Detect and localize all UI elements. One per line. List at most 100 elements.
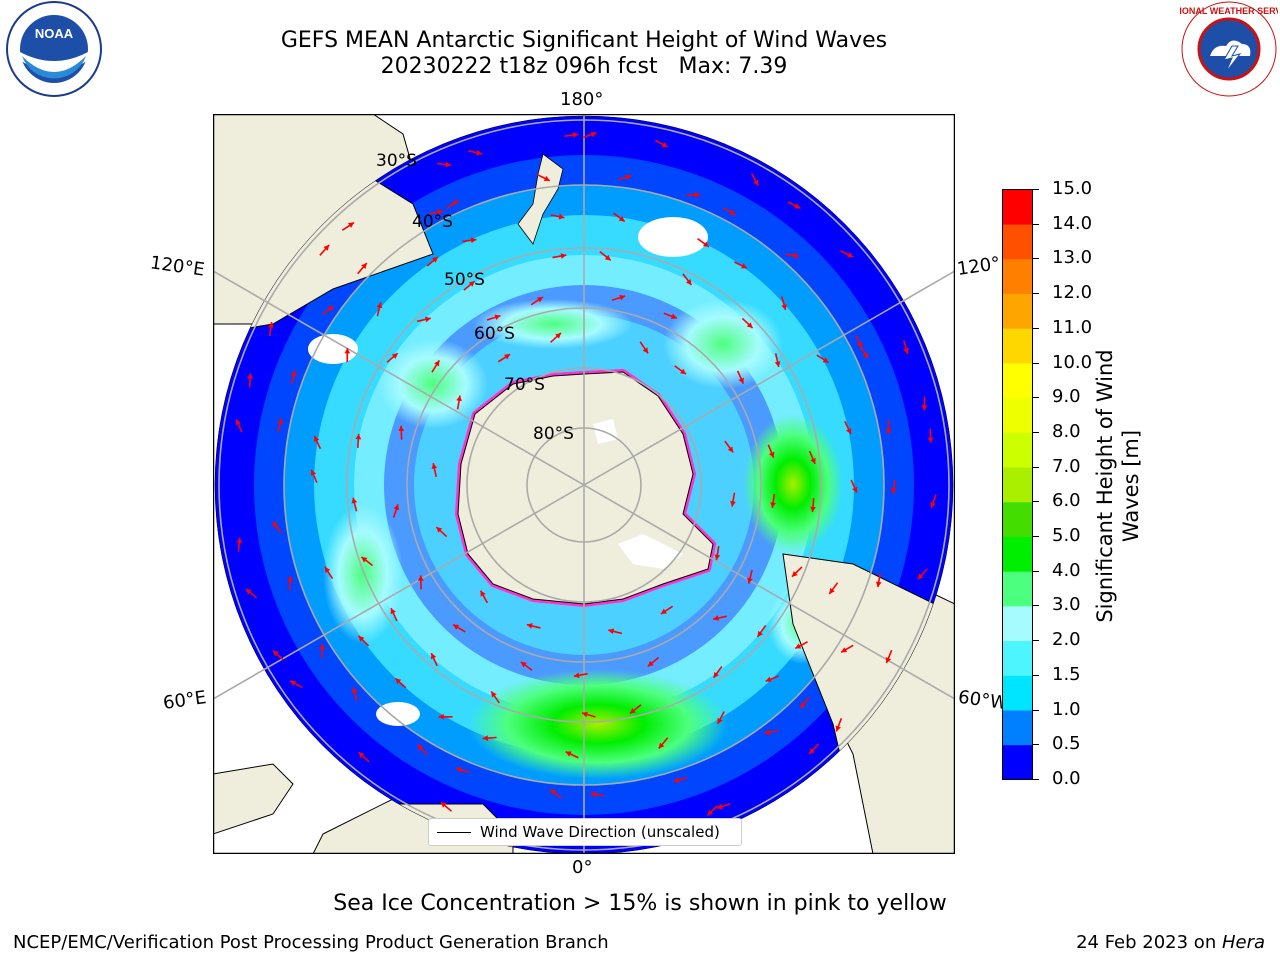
wave-arrow-head — [794, 203, 801, 209]
wave-arrow-head — [324, 566, 331, 573]
footer-date-text: 24 Feb 2023 on — [1076, 932, 1222, 953]
colorbar — [1002, 189, 1033, 780]
wave-arrow-head — [434, 360, 440, 367]
wave-arrow-head — [431, 463, 438, 469]
wave-arrow-head — [765, 676, 772, 682]
wave-arrow-head — [792, 570, 798, 577]
sea-ice-caption: Sea Ice Concentration > 15% is shown in … — [333, 891, 947, 916]
wave-arrow-head — [504, 354, 511, 360]
wave-arrow-head — [903, 348, 909, 354]
colorbar-segment — [1002, 605, 1033, 642]
colorbar-tick-mark — [1033, 779, 1039, 780]
wave-arrow-head — [841, 647, 848, 653]
wave-arrow-head — [658, 742, 665, 749]
wave-arrow-head — [917, 573, 924, 580]
wave-arrow-head — [558, 213, 565, 220]
colorbar-tick-label: 4.0 — [1052, 559, 1081, 581]
wave-arrow-head — [618, 216, 625, 222]
wave-arrow-head — [236, 537, 243, 544]
wave-arrow-head — [440, 802, 447, 808]
wave-arrow-head — [694, 191, 701, 198]
wave-arrow-head — [390, 608, 396, 615]
wave-arrow-head — [729, 209, 736, 215]
chart-title-line2: 20230222 t18z 096h fcst Max: 7.39 — [380, 54, 788, 79]
wave-arrow-head — [629, 707, 636, 714]
wave-arrow-head — [604, 254, 611, 261]
wave-arrow-head — [436, 527, 443, 533]
colorbar-segment — [1002, 571, 1033, 607]
wave-arrow-head — [437, 209, 444, 215]
wave-arrow-head — [361, 556, 368, 563]
colorbar-tick-mark — [1033, 570, 1039, 572]
colorbar-tick-label: 7.0 — [1052, 455, 1081, 477]
lon-label-120e: 120°E — [148, 252, 206, 281]
wave-arrow-head — [393, 504, 400, 511]
wave-arrow-head — [717, 717, 723, 724]
wave-arrow-head — [482, 735, 489, 741]
wave-arrow-head — [268, 322, 274, 328]
wave-arrow-head — [753, 179, 759, 186]
wave-arrow-head — [770, 502, 776, 508]
wave-arrow-head — [526, 623, 533, 629]
wave-arrow-head — [685, 279, 692, 285]
wave-arrow-head — [391, 353, 398, 359]
wave-arrow-head — [885, 657, 892, 664]
wave-arrow-head — [757, 630, 763, 637]
wind-wave-arrows — [235, 131, 937, 837]
colorbar-tick-mark — [1033, 293, 1039, 295]
lon-label-0: 0° — [572, 857, 593, 878]
wave-arrow-head — [800, 702, 806, 709]
colorbar-tick-label: 1.0 — [1052, 698, 1081, 720]
wave-arrow-head — [432, 256, 438, 263]
colorbar-segment — [1002, 467, 1033, 503]
colorbar-tick-label: 2.0 — [1052, 629, 1081, 651]
svg-text:NATIONAL WEATHER SERVICE: NATIONAL WEATHER SERVICE — [1180, 6, 1278, 16]
colorbar-segment — [1002, 640, 1033, 676]
wave-arrow-head — [456, 767, 463, 773]
wave-arrow-head — [476, 149, 482, 156]
colorbar-segment — [1002, 675, 1033, 711]
wave-arrow-head — [348, 222, 354, 228]
wave-arrow-head — [417, 575, 424, 581]
colorbar-segment — [1002, 258, 1033, 295]
lon-label-120w: 120° — [955, 253, 1002, 280]
wave-arrow-head — [647, 660, 654, 667]
colorbar-tick-mark — [1033, 674, 1039, 676]
wave-arrow-head — [795, 643, 802, 649]
wave-arrow-head — [319, 643, 325, 650]
lat-label-70s: 70°S — [504, 375, 545, 395]
colorbar-segment — [1002, 397, 1033, 433]
wave-arrow-head — [491, 691, 497, 698]
wave-arrow-head — [746, 322, 753, 329]
colorbar-tick-label: 10.0 — [1052, 351, 1093, 373]
wave-arrow-head — [890, 488, 897, 494]
wave-arrow-head — [417, 744, 424, 751]
colorbar-segment — [1002, 363, 1033, 399]
wave-arrow-head — [555, 333, 562, 339]
colorbar-tick-label: 13.0 — [1052, 247, 1093, 269]
colorbar-tick-label: 0.5 — [1052, 733, 1081, 755]
wave-arrow-head — [565, 751, 572, 757]
wave-arrow-head — [560, 253, 567, 259]
colorbar-tick-label: 9.0 — [1052, 386, 1081, 408]
wave-arrow-head — [456, 395, 462, 402]
colorbar-tick-mark — [1033, 501, 1039, 503]
wave-arrow-head — [590, 131, 597, 138]
polar-map — [213, 114, 955, 854]
wave-arrow-head — [358, 635, 365, 642]
wave-arrow-head — [323, 244, 330, 251]
colorbar-segment — [1002, 710, 1033, 746]
wave-arrow-head — [453, 624, 460, 630]
colorbar-segment — [1002, 432, 1033, 468]
colorbar-tick-mark — [1033, 466, 1039, 468]
colorbar-tick-label: 12.0 — [1052, 282, 1093, 304]
wave-arrow-head — [290, 680, 297, 686]
lat-label-50s: 50°S — [444, 270, 485, 290]
wave-arrow-head — [327, 306, 334, 312]
footer-branch: NCEP/EMC/Verification Post Processing Pr… — [13, 932, 609, 953]
wave-arrow-head — [376, 302, 383, 309]
colorbar-segment — [1002, 189, 1033, 225]
wave-arrow-head — [673, 777, 680, 783]
colorbar-tick-label: 6.0 — [1052, 490, 1081, 512]
lat-label-40s: 40°S — [412, 212, 453, 232]
